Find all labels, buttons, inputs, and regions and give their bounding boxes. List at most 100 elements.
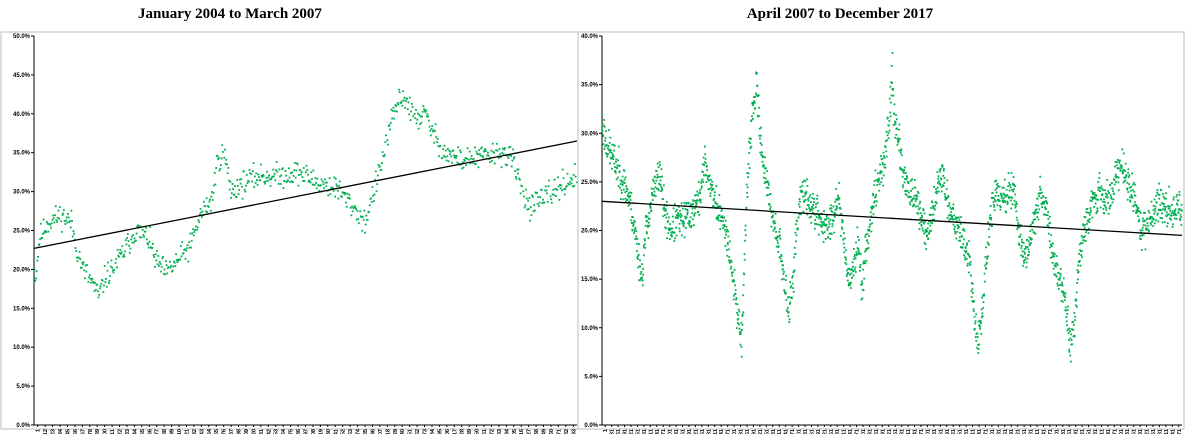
data-point [605, 143, 608, 146]
data-point [506, 155, 509, 157]
data-point [1138, 210, 1141, 213]
data-point [827, 236, 830, 239]
data-point [516, 172, 519, 175]
data-point [398, 88, 400, 91]
data-point [1045, 208, 1048, 211]
data-point [485, 150, 487, 153]
data-point [606, 153, 608, 155]
data-point [373, 193, 376, 196]
data-point [804, 192, 806, 195]
data-point [1171, 210, 1174, 212]
data-point [829, 232, 832, 235]
data-point [421, 110, 424, 113]
data-point [817, 209, 820, 212]
data-point [1060, 290, 1063, 293]
data-point [1100, 185, 1103, 188]
data-point [1022, 256, 1024, 258]
data-point [841, 218, 843, 221]
data-point [739, 332, 742, 335]
data-point [289, 172, 292, 175]
data-point [260, 163, 262, 166]
data-point [727, 248, 730, 251]
data-point [636, 256, 639, 259]
data-point [879, 163, 881, 166]
data-point [1002, 186, 1005, 189]
x-tick-label: 254 [207, 428, 213, 434]
data-point [927, 232, 930, 235]
x-tick-label: 606 [445, 429, 451, 434]
data-point [797, 216, 800, 219]
data-point [675, 226, 678, 229]
data-point [654, 186, 657, 189]
data-point [682, 220, 685, 223]
data-point [721, 215, 724, 217]
data-point [782, 278, 785, 280]
data-point [511, 159, 514, 162]
data-point [612, 155, 615, 158]
data-point [1169, 210, 1172, 212]
data-point [525, 188, 527, 191]
data-point [1117, 189, 1120, 192]
data-point [789, 286, 792, 289]
data-point [685, 202, 688, 204]
data-point [906, 194, 908, 197]
data-point [718, 214, 721, 217]
data-point [775, 231, 777, 233]
data-point [457, 146, 459, 149]
data-point [606, 147, 609, 150]
data-point [1036, 197, 1039, 200]
data-point [981, 315, 984, 317]
data-point [400, 100, 403, 103]
data-point [1106, 196, 1109, 199]
data-point [357, 222, 360, 225]
data-point [993, 198, 996, 201]
data-point [248, 169, 251, 172]
x-tick-label: 738 [534, 429, 540, 434]
data-point [82, 261, 85, 264]
data-point [1007, 185, 1010, 188]
x-tick-label: 61 [616, 429, 622, 434]
data-point [1070, 333, 1073, 336]
data-point [740, 329, 743, 331]
data-point [704, 162, 707, 165]
data-point [1027, 253, 1030, 256]
data-point [136, 225, 139, 228]
data-point [799, 186, 802, 189]
data-point [965, 258, 968, 260]
data-point [1003, 200, 1006, 202]
data-point [351, 205, 353, 208]
data-point [1140, 238, 1142, 241]
data-point [302, 180, 305, 182]
data-point [721, 216, 724, 219]
data-point [368, 204, 371, 207]
data-point [97, 296, 100, 299]
data-point [1122, 181, 1125, 184]
data-point [79, 258, 82, 260]
data-point [427, 115, 430, 118]
data-point [633, 220, 636, 223]
data-point [708, 174, 711, 177]
data-point [937, 177, 939, 180]
data-point [908, 201, 911, 204]
data-point [404, 106, 406, 109]
data-point [791, 297, 793, 300]
data-point [1098, 172, 1101, 175]
data-point [1045, 214, 1048, 217]
data-point [716, 203, 719, 205]
data-point [833, 231, 835, 234]
data-point [835, 205, 838, 208]
data-point [978, 343, 981, 346]
data-point [480, 146, 483, 149]
data-point [609, 136, 612, 139]
data-point [1120, 166, 1123, 169]
y-tick-label: 25.0% [581, 180, 599, 186]
data-point [693, 213, 696, 216]
data-point [1104, 205, 1107, 208]
data-point [918, 222, 921, 225]
data-point [778, 235, 780, 238]
data-point [85, 270, 88, 273]
data-point [1139, 229, 1142, 232]
data-point [1063, 299, 1066, 302]
data-point [1107, 201, 1109, 204]
data-point [1083, 227, 1086, 229]
